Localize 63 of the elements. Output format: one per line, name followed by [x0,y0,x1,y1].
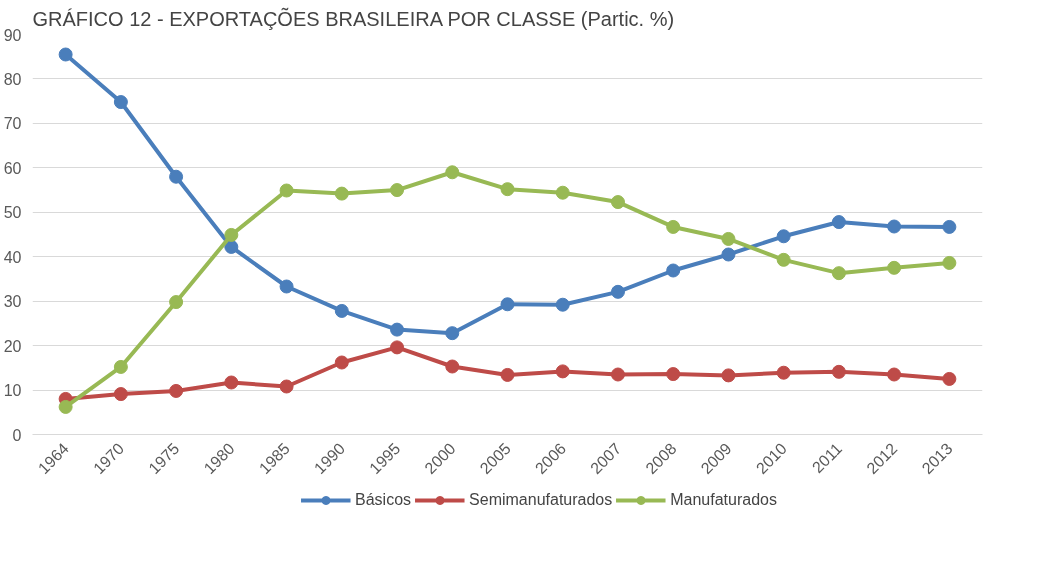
point [445,326,460,341]
point [942,371,957,386]
point [224,375,239,390]
point [776,229,791,244]
point [390,340,405,355]
y-tick-label: 20 [3,337,22,355]
point [169,169,184,184]
legend-label: Básicos [355,491,412,509]
point [334,186,349,201]
point [721,368,736,383]
y-tick-label: 80 [3,70,22,88]
point [113,359,128,374]
point [279,279,294,294]
point [169,383,184,398]
point [390,322,405,337]
y-tick-label: 40 [3,248,22,266]
point [279,379,294,394]
point [887,367,902,382]
point [58,47,73,62]
point [776,365,791,380]
point [113,387,128,402]
point [279,183,294,198]
y-tick-label: 50 [3,204,22,222]
point [224,227,239,242]
point [887,260,902,275]
point [445,165,460,180]
point [666,367,681,382]
y-tick-label: 70 [3,115,22,133]
point [776,252,791,267]
y-tick-label: 90 [3,26,22,44]
point [445,359,460,374]
point [500,367,515,382]
point [555,297,570,312]
y-tick-label: 60 [3,159,22,177]
y-tick-label: 10 [3,382,22,400]
point [610,367,625,382]
point [555,364,570,379]
point [113,95,128,110]
point [58,399,73,414]
point [555,185,570,200]
point [666,263,681,278]
point [942,255,957,270]
legend-label: Manufaturados [670,491,777,509]
point [831,266,846,281]
legend-label: Semimanufaturados [469,491,613,509]
y-tick-label: 0 [12,426,22,444]
point [610,195,625,210]
point [887,219,902,234]
point [610,284,625,299]
point [721,247,736,262]
point [721,231,736,246]
point [500,297,515,312]
point [390,183,405,198]
point [334,303,349,318]
point [831,364,846,379]
chart-title: GRÁFICO 12 - EXPORTAÇÕES BRASILEIRA POR CLASSE (Partic. %) [32,6,675,30]
point [334,355,349,370]
point [500,182,515,197]
point [831,215,846,230]
y-tick-label: 30 [3,293,22,311]
point [666,219,681,234]
point [942,219,957,234]
point [169,295,184,310]
